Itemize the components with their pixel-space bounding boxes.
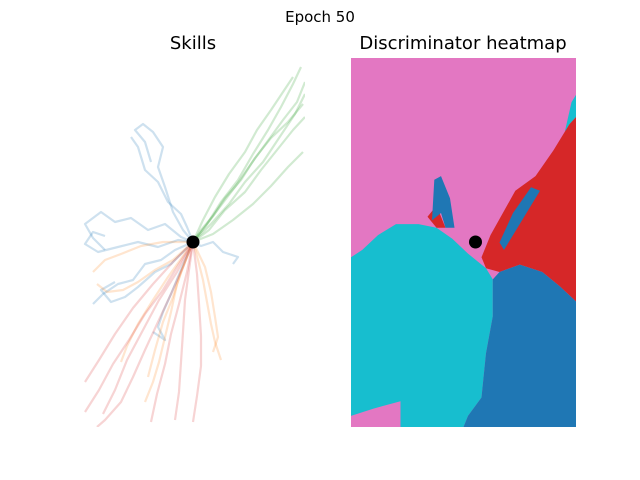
heatmap-plot-area [351, 58, 576, 427]
skill-trajectory [130, 136, 195, 243]
skill-trajectory [83, 230, 194, 254]
skill-trajectory [83, 210, 194, 251]
figure-suptitle: Epoch 50 [285, 8, 355, 26]
heatmap-region-pink [351, 58, 576, 258]
skill-trajectory [192, 241, 220, 353]
skill-trajectory [99, 241, 194, 304]
heatmap-region-blue [499, 187, 540, 250]
skill-trajectory [152, 241, 195, 342]
heatmap-region-cyan [564, 94, 576, 132]
skill-trajectory [192, 103, 304, 243]
skill-trajectory [192, 240, 240, 265]
skill-trajectory [92, 240, 193, 273]
skill-trajectory [192, 66, 302, 243]
heatmap-region-blue [432, 176, 455, 228]
heatmap-region-blue [463, 264, 576, 427]
skill-trajectory [191, 76, 294, 243]
skill-trajectory [102, 241, 194, 415]
skill-series-2 [191, 66, 305, 244]
skills-plot-area [83, 66, 305, 427]
skill-trajectory [192, 116, 305, 243]
skill-trajectory [133, 122, 194, 243]
skill-trajectory [119, 241, 194, 363]
skill-trajectory [191, 241, 203, 423]
heatmap-title: Discriminator heatmap [359, 33, 566, 54]
heatmap-origin-marker [469, 235, 482, 249]
skills-origin-marker [186, 235, 200, 249]
skill-trajectory [149, 241, 195, 423]
skill-trajectory [192, 151, 304, 244]
skill-series-3 [84, 241, 203, 427]
skill-trajectory [96, 241, 195, 427]
skills-title: Skills [170, 33, 216, 54]
skill-trajectory [192, 81, 305, 243]
heatmap-panel: Discriminator heatmap [351, 33, 576, 427]
skill-trajectory [191, 241, 223, 361]
skills-panel: Skills [83, 33, 305, 427]
skill-trajectory [84, 241, 194, 383]
skill-trajectory [96, 241, 194, 294]
skill-trajectory [143, 241, 195, 403]
skill-series-1 [92, 240, 223, 403]
skill-trajectory [192, 93, 305, 243]
skill-trajectory [173, 241, 195, 421]
skill-trajectory [84, 241, 194, 413]
heatmap-region-cyan [351, 224, 493, 427]
skill-trajectory [92, 240, 194, 305]
skill-trajectory [146, 241, 195, 378]
skill-series-0 [83, 122, 240, 342]
